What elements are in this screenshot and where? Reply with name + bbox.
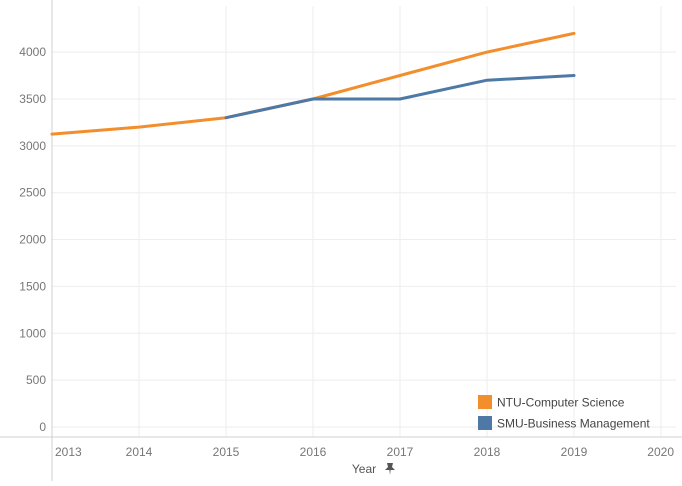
y-tick-label: 2500 [19, 186, 46, 200]
series-lines [50, 31, 576, 136]
y-tick-label: 4000 [19, 45, 46, 59]
legend-swatch-ntu-computer-science [478, 395, 492, 409]
x-axis-title: Year [352, 462, 395, 476]
y-tick-label: 3500 [19, 92, 46, 106]
legend[interactable]: NTU-Computer Science SMU-Business Managem… [478, 395, 650, 431]
x-tick-label: 2013 [55, 445, 82, 459]
y-tick-label: 3000 [19, 139, 46, 153]
x-tick-label: 2015 [213, 445, 240, 459]
y-tick-label: 1500 [19, 279, 46, 293]
series-line-smu-business-management [224, 74, 576, 120]
x-axis-label: Year [352, 462, 376, 476]
legend-swatch-smu-business-management [478, 416, 492, 430]
gridlines [51, 6, 676, 437]
y-tick-label: 0 [39, 420, 46, 434]
legend-label-ntu-computer-science: NTU-Computer Science [497, 396, 625, 410]
x-tick-label: 2017 [387, 445, 414, 459]
x-tick-label: 2018 [474, 445, 501, 459]
x-tick-label: 2019 [561, 445, 588, 459]
y-tick-label: 2000 [19, 233, 46, 247]
pin-icon[interactable] [385, 463, 395, 475]
x-tick-label: 2014 [126, 445, 153, 459]
legend-label-smu-business-management: SMU-Business Management [497, 417, 650, 431]
y-tick-label: 500 [26, 373, 46, 387]
x-tick-label: 2020 [647, 445, 674, 459]
y-tick-label: 1000 [19, 326, 46, 340]
x-tick-label: 2016 [300, 445, 327, 459]
